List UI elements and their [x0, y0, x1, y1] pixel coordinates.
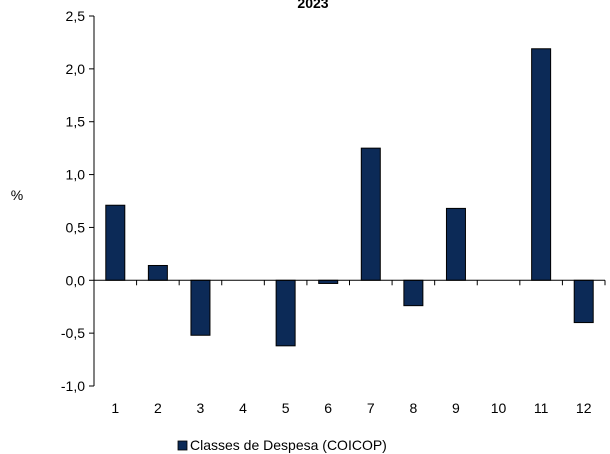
x-tick-label: 10: [491, 400, 507, 416]
x-tick-label: 12: [576, 400, 592, 416]
x-tick-label: 3: [197, 400, 205, 416]
x-tick-label: 5: [282, 400, 290, 416]
bar-8: [403, 279, 424, 307]
chart-title: 2023: [297, 0, 328, 11]
y-axis-ticks: -1,0 -0,5 0,0 0,5 1,0 1,5 2,0 2,5: [61, 8, 94, 394]
bar-11: [531, 48, 552, 281]
x-tick-label: 1: [111, 400, 119, 416]
x-tick-label: 6: [324, 400, 332, 416]
y-tick-label: 0,0: [66, 272, 86, 288]
bar-9: [445, 207, 466, 281]
y-tick-label: 1,0: [66, 167, 86, 183]
bar-7: [360, 147, 381, 281]
x-tick-label: 8: [409, 400, 417, 416]
bar-1: [105, 204, 126, 281]
x-tick-label: 11: [534, 400, 549, 416]
x-tick-label: 9: [452, 400, 460, 416]
y-tick-label: -0,5: [61, 325, 85, 341]
y-tick-label: 1,5: [66, 114, 86, 130]
y-tick-label: -1,0: [61, 378, 85, 394]
x-tick-label: 2: [154, 400, 162, 416]
y-tick-label: 2,5: [66, 8, 86, 24]
x-tick-label: 7: [367, 400, 375, 416]
bars-group: [105, 48, 594, 347]
legend-swatch: [177, 440, 188, 451]
legend: Classes de Despesa (COICOP): [177, 437, 387, 453]
bar-12: [573, 279, 594, 324]
x-tick-label: 4: [239, 400, 247, 416]
y-tick-label: 0,5: [66, 219, 86, 235]
bar-3: [190, 279, 211, 336]
y-tick-label: 2,0: [66, 61, 86, 77]
legend-label: Classes de Despesa (COICOP): [190, 437, 387, 453]
x-axis-ticks: 1 2 3 4 5 6 7 8 9 10 11 12: [93, 280, 606, 416]
bar-2: [147, 264, 168, 281]
y-axis-label: %: [11, 187, 23, 203]
bar-5: [275, 279, 296, 347]
